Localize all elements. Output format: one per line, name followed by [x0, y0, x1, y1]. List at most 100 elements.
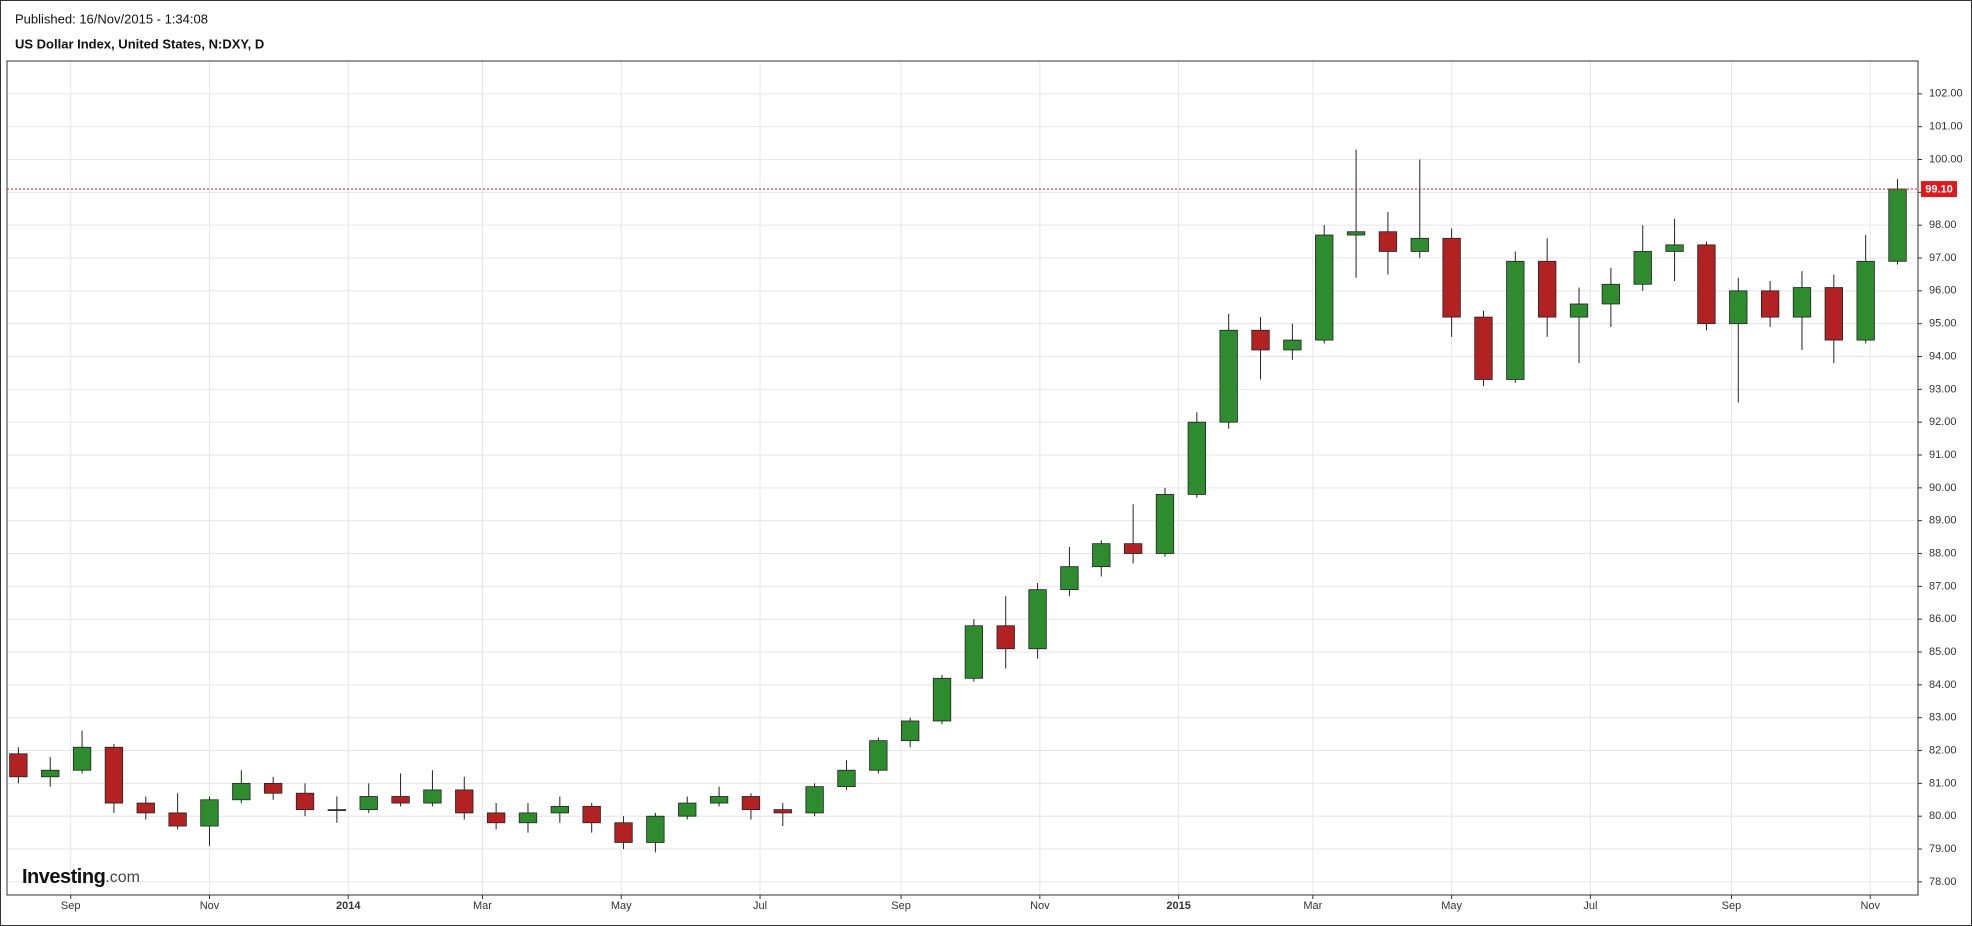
x-tick-label: Nov — [1860, 900, 1880, 912]
y-tick-label: 81.00 — [1929, 777, 1957, 789]
last-price-label: 99.10 — [1925, 183, 1953, 195]
x-tick-label: Mar — [473, 900, 492, 912]
candle-body — [709, 796, 729, 804]
candle-body — [550, 805, 569, 814]
candle-body — [1760, 290, 1780, 318]
candle-body — [232, 782, 251, 801]
y-tick-label: 86.00 — [1929, 613, 1957, 625]
candle-body — [805, 786, 824, 814]
candle-body — [1028, 589, 1047, 650]
candle-body — [136, 802, 155, 814]
y-tick-label: 101.00 — [1929, 121, 1963, 133]
candle-body — [327, 809, 347, 812]
candle-body — [1155, 494, 1175, 554]
candle-body — [359, 796, 378, 811]
candle-body — [1315, 234, 1334, 341]
candle-body — [1792, 287, 1812, 318]
candle-body — [869, 740, 888, 771]
plot-frame — [6, 60, 1919, 896]
candle-body — [455, 789, 474, 814]
candle-body — [1283, 339, 1302, 351]
candle-body — [741, 796, 761, 811]
x-tick-label: 2015 — [1166, 900, 1190, 912]
plot-area — [7, 61, 1918, 895]
candle-body — [1219, 329, 1238, 423]
y-tick-label: 84.00 — [1929, 679, 1957, 691]
watermark-brand: Investing — [22, 866, 105, 888]
candle-body — [423, 789, 442, 804]
candle-body — [1697, 244, 1716, 325]
y-tick-label: 102.00 — [1929, 88, 1963, 100]
candle-body — [1092, 543, 1111, 568]
y-tick-label: 79.00 — [1929, 843, 1957, 855]
candle-body — [1123, 543, 1143, 554]
y-tick-label: 90.00 — [1929, 482, 1957, 494]
candle-body — [200, 799, 219, 827]
candle-body — [773, 809, 792, 814]
candle-body — [932, 677, 952, 722]
candle-body — [486, 812, 506, 824]
y-tick-label: 80.00 — [1929, 810, 1957, 822]
candle-body — [104, 746, 124, 804]
y-tick-label: 83.00 — [1929, 712, 1957, 724]
candle-body — [1474, 316, 1493, 380]
y-tick-label: 88.00 — [1929, 547, 1957, 559]
x-tick-label: 2014 — [336, 900, 361, 912]
candle-body — [996, 625, 1015, 650]
candle-body — [9, 753, 28, 778]
candle-body — [1506, 260, 1525, 380]
y-tick-label: 87.00 — [1929, 580, 1957, 592]
x-tick-label: Sep — [1722, 900, 1742, 912]
y-tick-label: 91.00 — [1929, 449, 1957, 461]
y-tick-label: 78.00 — [1929, 876, 1957, 888]
candle-body — [264, 782, 283, 794]
candle-body — [1601, 283, 1621, 305]
candle-body — [1569, 303, 1589, 318]
candle-body — [1410, 237, 1429, 252]
chart-title: US Dollar Index, United States, N:DXY, D — [15, 36, 264, 51]
x-tick-label: Jul — [753, 900, 767, 912]
watermark-suffix: .com — [105, 869, 140, 886]
x-tick-label: Jul — [1583, 900, 1597, 912]
x-tick-label: May — [611, 900, 632, 912]
candle-body — [678, 802, 697, 817]
y-tick-label: 85.00 — [1929, 646, 1957, 658]
candle-body — [1729, 290, 1748, 325]
y-tick-label: 95.00 — [1929, 318, 1957, 330]
candle-body — [1251, 329, 1270, 351]
x-tick-label: Nov — [200, 900, 220, 912]
x-tick-label: Nov — [1030, 900, 1050, 912]
watermark: Investing.com — [22, 866, 140, 888]
candle-body — [391, 796, 410, 804]
candle-body — [1060, 566, 1079, 591]
candle-body — [1888, 188, 1907, 262]
candle-body — [901, 720, 920, 742]
candle-body — [582, 805, 601, 824]
candle-body — [1633, 251, 1652, 285]
candle-body — [837, 769, 856, 788]
published: Published: 16/Nov/2015 - 1:34:08 — [15, 11, 208, 26]
candle-body — [72, 746, 92, 771]
y-tick-label: 92.00 — [1929, 416, 1957, 428]
candle-body — [1856, 260, 1875, 341]
candle-body — [1442, 237, 1461, 318]
candle-body — [1538, 260, 1557, 318]
y-tick-label: 98.00 — [1929, 219, 1957, 231]
x-tick-label: Sep — [891, 900, 911, 912]
x-tick-label: May — [1441, 900, 1462, 912]
y-tick-label: 94.00 — [1929, 350, 1957, 362]
candle-body — [1187, 421, 1206, 495]
x-tick-label: Mar — [1303, 900, 1322, 912]
y-tick-label: 89.00 — [1929, 515, 1957, 527]
last-price-box — [1921, 181, 1957, 198]
candle-body — [1824, 287, 1843, 341]
x-tick-label: Sep — [61, 900, 81, 912]
candle-body — [614, 822, 633, 843]
y-tick-label: 82.00 — [1929, 744, 1957, 756]
candle-body — [168, 812, 187, 827]
candle-body — [1378, 231, 1398, 252]
y-tick-label: 96.00 — [1929, 285, 1957, 297]
